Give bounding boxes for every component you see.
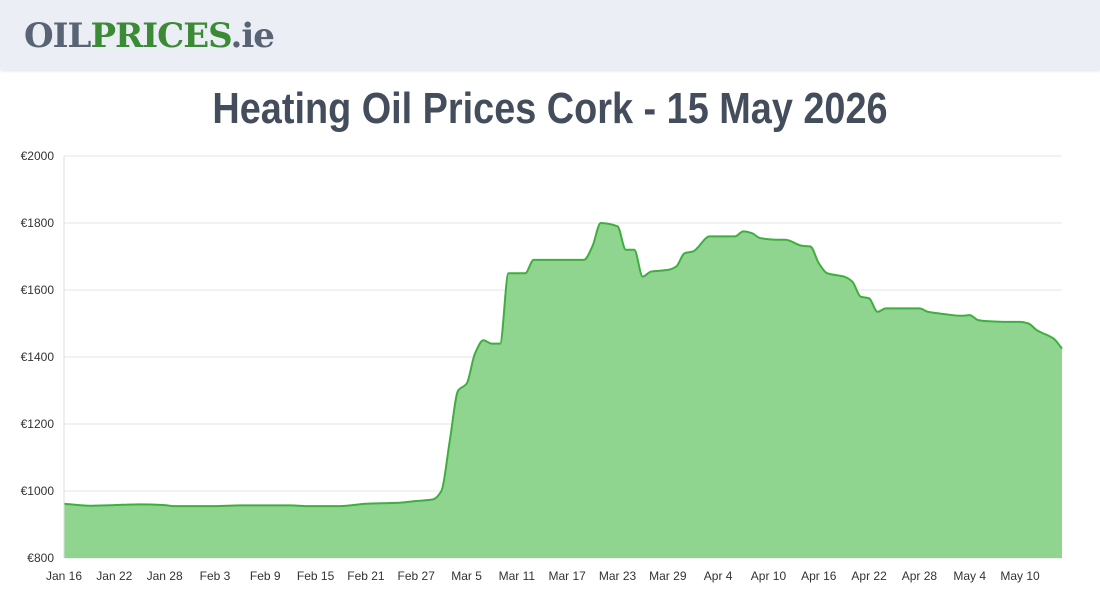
site-header: OILPRICES.ie [0,0,1100,70]
x-tick-label: Apr 10 [751,569,787,583]
y-tick-label: €2000 [21,149,55,163]
logo-text-ie: .ie [230,16,274,56]
x-tick-label: Mar 23 [599,569,637,583]
x-tick-label: Apr 4 [704,569,733,583]
x-tick-label: Feb 3 [200,569,231,583]
y-tick-label: €1200 [21,417,55,431]
site-logo[interactable]: OILPRICES.ie [24,14,275,58]
x-tick-label: Feb 21 [347,569,385,583]
chart-title: Heating Oil Prices Cork - 15 May 2026 [212,84,888,133]
x-tick-label: Jan 28 [147,569,183,583]
x-tick-label: Feb 15 [297,569,335,583]
x-tick-label: Apr 22 [851,569,887,583]
x-tick-label: Mar 11 [499,569,536,583]
logo-text-prices: PRICES [90,16,231,56]
y-tick-label: €800 [27,551,54,565]
x-tick-label: Mar 17 [549,569,587,583]
logo-text-oil: OIL [24,16,91,56]
y-tick-label: €1000 [21,484,55,498]
x-tick-label: Apr 28 [902,569,938,583]
x-tick-label: Jan 16 [46,569,82,583]
y-tick-label: €1600 [21,283,55,297]
price-line [63,221,1063,508]
x-tick-label: May 4 [953,569,986,583]
y-tick-label: €1800 [21,216,55,230]
x-tick-label: May 10 [1000,569,1040,583]
x-tick-label: Apr 16 [801,569,837,583]
x-tick-label: Mar 29 [649,569,687,583]
x-tick-label: Feb 9 [250,569,281,583]
y-tick-label: €1400 [21,350,55,364]
x-tick-label: Mar 5 [451,569,482,583]
x-tick-label: Feb 27 [398,569,436,583]
price-area [64,223,1062,558]
x-tick-label: Jan 22 [96,569,132,583]
